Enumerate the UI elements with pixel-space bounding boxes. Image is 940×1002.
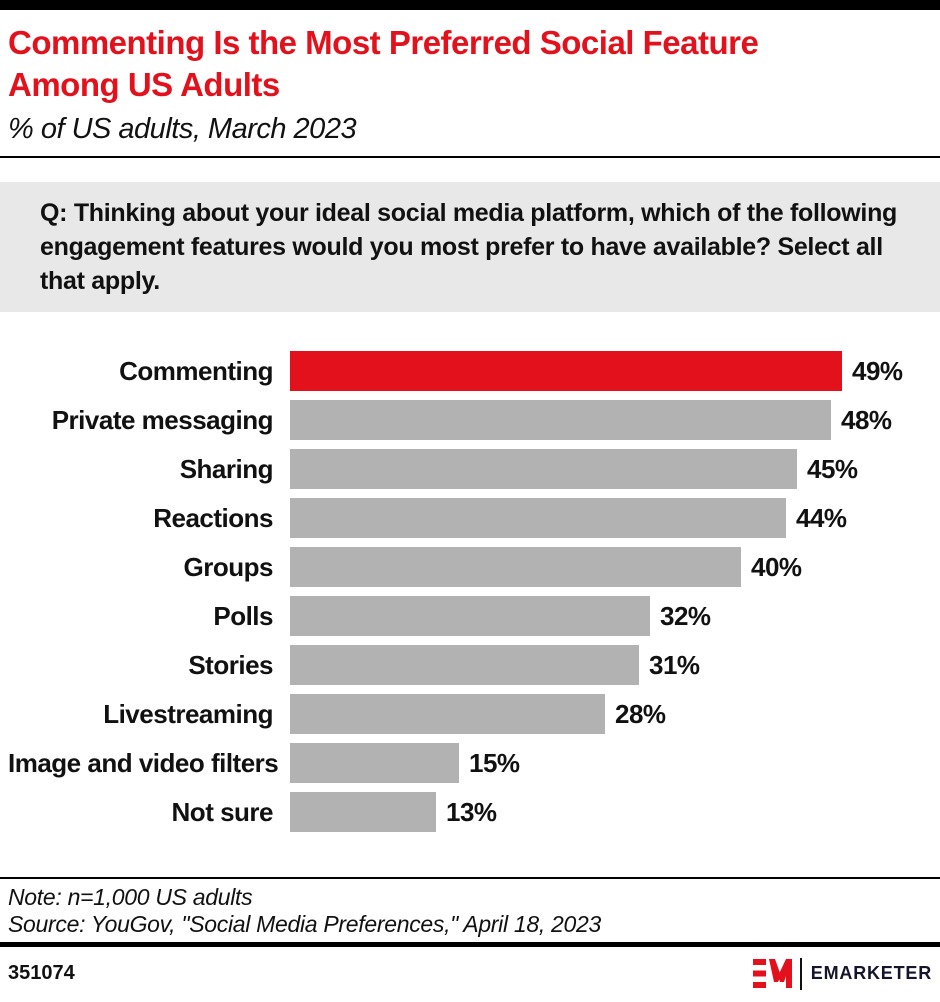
notes: Note: n=1,000 US adults Source: YouGov, … xyxy=(0,879,940,938)
bar xyxy=(290,498,786,538)
value-label: 40% xyxy=(751,551,802,582)
category-label: Polls xyxy=(213,600,273,631)
chart-row: Commenting 49% xyxy=(8,351,932,391)
value-label: 31% xyxy=(649,649,700,680)
source-text: Source: YouGov, "Social Media Preference… xyxy=(8,911,602,937)
brand-name: EMARKETER xyxy=(810,963,932,983)
chart-row: Stories 31% xyxy=(8,645,932,685)
bar xyxy=(290,792,436,832)
category-label: Reactions xyxy=(153,502,273,533)
logo-divider xyxy=(799,957,802,990)
bar xyxy=(290,694,605,734)
category-label: Livestreaming xyxy=(103,698,273,729)
bar xyxy=(290,449,797,489)
chart-title-line2: Among US Adults xyxy=(8,66,280,103)
bar xyxy=(290,547,741,587)
bar-chart: Commenting 49% Private messaging 48% Sharing… xyxy=(0,351,940,832)
chart-id: 351074 xyxy=(8,962,75,984)
category-label: Not sure xyxy=(171,796,274,827)
value-label: 13% xyxy=(446,796,497,827)
chart-title-line1: Commenting Is the Most Preferred Social … xyxy=(8,24,759,61)
top-black-bar xyxy=(0,0,940,10)
value-label: 45% xyxy=(807,453,858,484)
note-text: Note: n=1,000 US adults xyxy=(8,884,253,910)
header: Commenting Is the Most Preferred Social … xyxy=(0,10,940,146)
chart-row: Reactions 44% xyxy=(8,498,932,538)
chart-row: Not sure 13% xyxy=(8,792,932,832)
chart-row: Private messaging 48% xyxy=(8,400,932,440)
chart-row: Polls 32% xyxy=(8,596,932,636)
chart-subtitle: % of US adults, March 2023 xyxy=(8,113,357,145)
category-label: Private messaging xyxy=(51,404,274,435)
footer-divider xyxy=(0,942,940,947)
category-label: Groups xyxy=(183,551,274,582)
survey-question: Q: Thinking about your ideal social medi… xyxy=(40,199,898,295)
emarketer-logo: EMARKETER xyxy=(752,957,932,990)
bar xyxy=(290,400,831,440)
value-label: 28% xyxy=(615,698,666,729)
value-label: 44% xyxy=(796,502,847,533)
chart-row: Sharing 45% xyxy=(8,449,932,489)
category-label: Image and video filters xyxy=(8,747,279,778)
category-label: Sharing xyxy=(179,453,274,484)
header-divider xyxy=(0,156,940,158)
value-label: 15% xyxy=(469,747,520,778)
value-label: 32% xyxy=(660,600,711,631)
chart-row: Livestreaming 28% xyxy=(8,694,932,734)
chart-row: Image and video filters 15% xyxy=(8,743,932,783)
notes-divider xyxy=(0,877,940,879)
bar xyxy=(290,645,639,685)
chart-title: Commenting Is the Most Preferred Social … xyxy=(8,22,932,106)
bar xyxy=(290,743,459,783)
bar xyxy=(290,596,650,636)
chart-row: Groups 40% xyxy=(8,547,932,587)
value-label: 48% xyxy=(841,404,892,435)
footer: 351074 EMARKETER xyxy=(0,947,940,1000)
category-label: Commenting xyxy=(119,355,273,386)
value-label: 49% xyxy=(852,355,903,386)
bar xyxy=(290,351,842,391)
question-box: Q: Thinking about your ideal social medi… xyxy=(0,182,940,312)
category-label: Stories xyxy=(188,649,273,680)
em-logo-icon xyxy=(752,959,792,988)
